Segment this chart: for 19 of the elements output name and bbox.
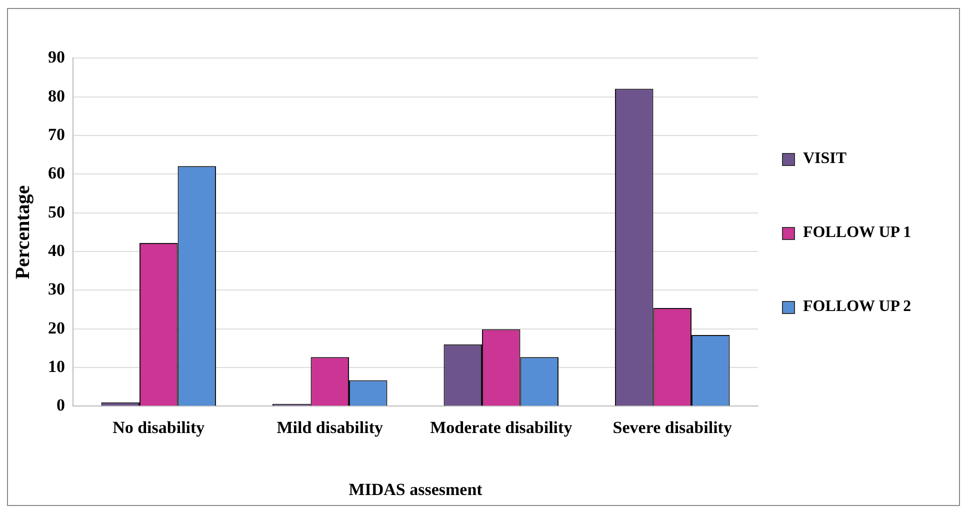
y-axis-title: Percentage [12,185,34,280]
legend-label: VISIT [803,150,847,168]
y-tick-label: 30 [48,280,65,299]
x-tick-label: Moderate disability [430,418,573,437]
y-tick-label: 90 [48,48,65,67]
y-tick-label: 0 [56,396,65,415]
x-tick-label: Severe disability [612,418,732,437]
legend-label: FOLLOW UP 2 [803,298,912,316]
y-tick-label: 40 [48,240,65,260]
y-tick-label: 10 [48,356,65,376]
y-tick-label: 80 [48,86,65,106]
y-tick-label: 20 [48,318,65,338]
x-tick-label: Mild disability [276,418,384,437]
y-tick-label: 60 [48,164,65,183]
x-tick-label: No disability [112,418,206,437]
x-axis-title: MIDAS assesment [348,480,483,500]
legend-label: FOLLOW UP 1 [803,224,912,242]
y-tick-label: 70 [48,124,65,144]
y-tick-label: 50 [48,202,65,222]
